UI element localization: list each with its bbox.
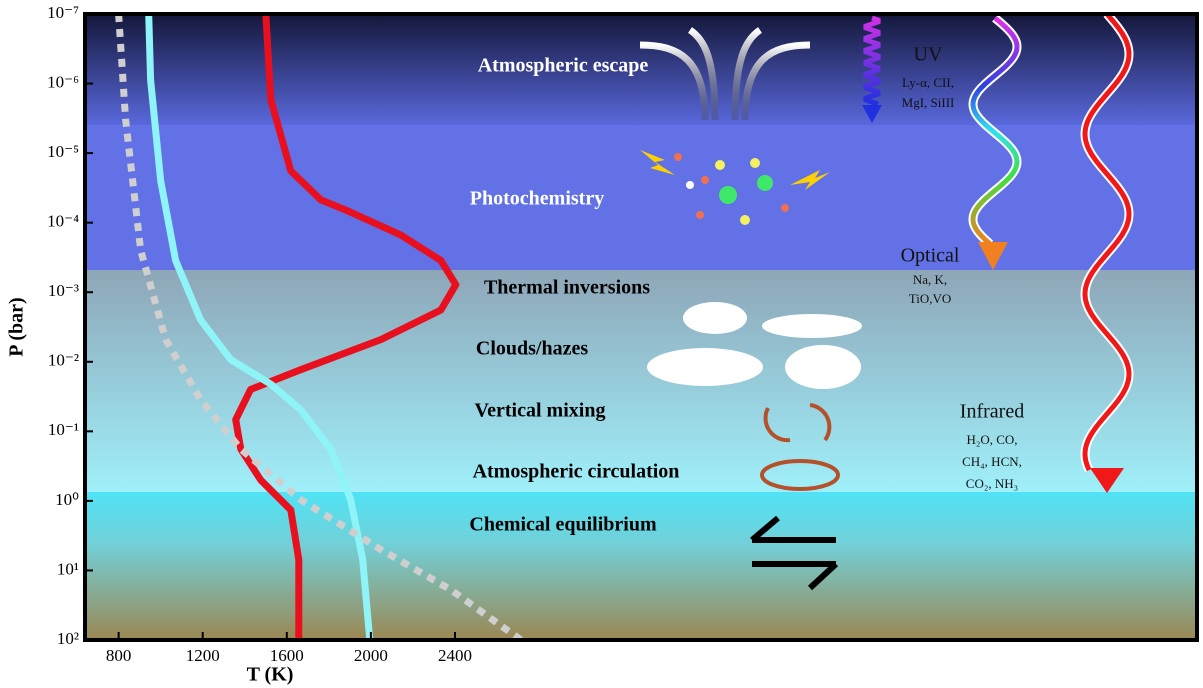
x-axis-label: T (K) <box>247 664 294 686</box>
y-axis-label: P (bar) <box>6 297 28 356</box>
layer-label: Photochemistry <box>470 188 604 210</box>
y-tick-label: 10⁻² <box>48 351 79 370</box>
x-tick-label: 2400 <box>438 646 472 665</box>
layer-label: Atmospheric circulation <box>473 461 680 483</box>
molecules <box>674 153 789 225</box>
layer-label: Vertical mixing <box>475 400 606 422</box>
optical-label: Na, K, <box>913 272 947 287</box>
equilibrium-arrows <box>750 515 839 591</box>
uv-wave <box>863 15 881 107</box>
optical-label: Optical <box>901 245 960 267</box>
y-tick-label: 10² <box>57 629 79 648</box>
uv-label: Ly-α, CII, <box>902 75 954 90</box>
arrowhead <box>978 242 1008 270</box>
lightning <box>640 150 830 190</box>
uv-label: UV <box>914 44 943 66</box>
layer-label: Clouds/hazes <box>476 338 588 360</box>
profile-line <box>115 14 524 640</box>
ir-wave <box>1082 12 1132 472</box>
y-tick-label: 10⁻⁵ <box>47 142 79 161</box>
clouds <box>647 302 862 389</box>
x-tick-label: 2000 <box>354 646 388 665</box>
uv-label: MgI, SiIII <box>902 95 955 110</box>
layer-label: Atmospheric escape <box>478 55 649 77</box>
y-tick-label: 10⁻¹ <box>48 420 79 439</box>
optical-label: TiO,VO <box>909 291 952 306</box>
arrowhead <box>1090 468 1124 493</box>
plot-frame <box>83 12 1199 642</box>
infrared-label: CO₂, NH₃ <box>966 476 1018 491</box>
profile-line <box>145 14 374 640</box>
y-tick-label: 10⁻³ <box>48 281 79 300</box>
layer-label: Thermal inversions <box>484 277 650 299</box>
decorations <box>639 11 1134 591</box>
infrared-label: Infrared <box>960 401 1024 423</box>
optical-wave <box>970 16 1020 246</box>
y-tick-label: 10⁻⁷ <box>47 3 79 22</box>
y-tick-label: 10⁻⁶ <box>47 72 79 91</box>
arrowhead <box>862 105 882 123</box>
x-tick-label: 1600 <box>270 646 304 665</box>
background <box>85 14 1197 640</box>
infrared-label: CH₄, HCN, <box>962 454 1022 469</box>
y-tick-label: 10¹ <box>57 559 79 578</box>
profile-line <box>232 14 460 640</box>
infrared-label: H₂O, CO, <box>966 432 1017 447</box>
y-tick-label: 10⁰ <box>55 490 79 509</box>
x-tick-label: 800 <box>106 646 132 665</box>
escape-arrows <box>639 25 811 121</box>
mixing-arrows <box>760 403 840 491</box>
x-tick-label: 1200 <box>186 646 220 665</box>
y-tick-label: 10⁻⁴ <box>47 212 79 231</box>
layer-label: Chemical equilibrium <box>469 514 657 536</box>
